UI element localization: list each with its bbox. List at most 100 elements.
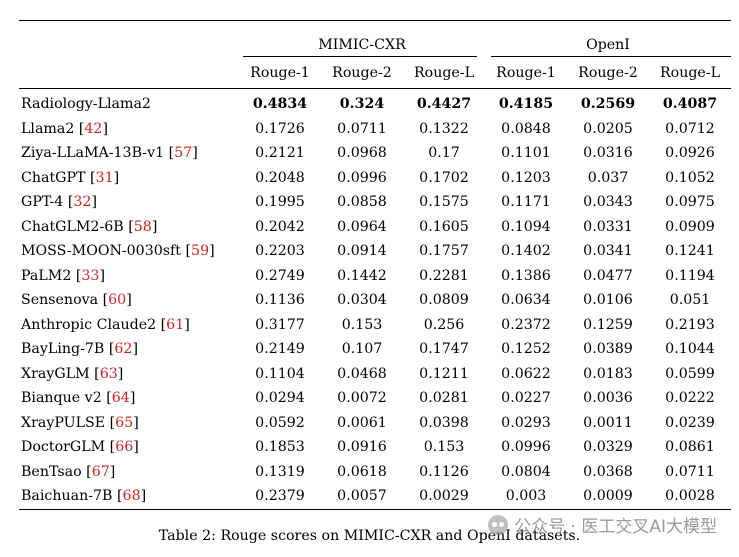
citation-link[interactable]: 65 bbox=[115, 414, 134, 431]
score-cell-mimic-rouge-l: 0.256 bbox=[423, 316, 465, 333]
score-cell-mimic-rouge-1: 0.3177 bbox=[255, 316, 305, 333]
score-cell-openi-rouge-l: 0.0028 bbox=[665, 488, 715, 505]
score-cell-mimic-rouge-1: 0.1319 bbox=[255, 463, 305, 480]
score-cell-openi-rouge-l: 0.051 bbox=[669, 292, 711, 309]
score-cell-mimic-rouge-l: 0.4427 bbox=[416, 96, 472, 113]
model-name: PaLM2 bbox=[21, 267, 72, 284]
citation-link[interactable]: 66 bbox=[115, 439, 134, 456]
score-cell-openi-rouge-1: 0.1094 bbox=[501, 218, 551, 235]
model-name-cell: PaLM2 [33] bbox=[21, 267, 105, 284]
citation-link[interactable]: 58 bbox=[133, 218, 152, 235]
score-cell-mimic-rouge-1: 0.0592 bbox=[255, 414, 305, 431]
score-cell-mimic-rouge-2: 0.0996 bbox=[337, 169, 387, 186]
model-name-cell: Sensenova [60] bbox=[21, 292, 132, 309]
metric-header-openi-rouge-2: Rouge-2 bbox=[578, 64, 638, 81]
score-cell-mimic-rouge-l: 0.153 bbox=[423, 439, 465, 456]
model-name: Bianque v2 bbox=[21, 390, 102, 407]
score-cell-openi-rouge-1: 0.1386 bbox=[501, 267, 551, 284]
model-column-header bbox=[19, 21, 239, 57]
score-cell-mimic-rouge-2: 0.107 bbox=[341, 341, 383, 358]
top-rule bbox=[19, 20, 731, 21]
score-cell-openi-rouge-l: 0.0239 bbox=[665, 414, 715, 431]
score-cell-openi-rouge-1: 0.1101 bbox=[501, 145, 551, 162]
citation-link[interactable]: 31 bbox=[95, 169, 114, 186]
citation-link[interactable]: 60 bbox=[108, 292, 127, 309]
score-cell-mimic-rouge-2: 0.1442 bbox=[337, 267, 387, 284]
table-row: BenTsao [67] 0.1319 0.0618 0.1126 0.0804 0.03… bbox=[19, 460, 731, 485]
score-cell-mimic-rouge-2: 0.0618 bbox=[337, 463, 387, 480]
score-cell-openi-rouge-1: 0.0848 bbox=[501, 120, 551, 137]
table-body: Radiology-Llama2 0.4834 0.324 0.4427 0.4185 0… bbox=[19, 89, 731, 509]
score-cell-openi-rouge-l: 0.0926 bbox=[665, 145, 715, 162]
table-row: MOSS-MOON-0030sft [59] 0.2203 0.0914 0.1757… bbox=[19, 239, 731, 264]
score-cell-mimic-rouge-l: 0.0029 bbox=[419, 488, 469, 505]
score-cell-mimic-rouge-2: 0.0061 bbox=[337, 414, 387, 431]
citation-link[interactable]: 61 bbox=[166, 316, 185, 333]
citation-link[interactable]: 33 bbox=[81, 267, 100, 284]
score-cell-openi-rouge-2: 0.0183 bbox=[583, 365, 633, 382]
model-name: MOSS-MOON-0030sft bbox=[21, 243, 181, 260]
bottom-rule bbox=[19, 508, 731, 510]
score-cell-openi-rouge-l: 0.0222 bbox=[665, 390, 715, 407]
score-cell-openi-rouge-2: 0.0331 bbox=[583, 218, 633, 235]
wechat-icon bbox=[488, 514, 509, 535]
score-cell-openi-rouge-1: 0.0293 bbox=[501, 414, 551, 431]
model-name: ChatGLM2-6B bbox=[21, 218, 124, 235]
score-cell-openi-rouge-l: 0.0711 bbox=[665, 463, 715, 480]
score-cell-mimic-rouge-1: 0.1104 bbox=[255, 365, 305, 382]
score-cell-openi-rouge-2: 0.0341 bbox=[583, 243, 633, 260]
citation-link[interactable]: 67 bbox=[91, 463, 110, 480]
model-name: DoctorGLM bbox=[21, 439, 106, 456]
metric-header-mimic-rouge-l: Rouge-L bbox=[413, 64, 475, 81]
score-cell-mimic-rouge-1: 0.2749 bbox=[255, 267, 305, 284]
score-cell-mimic-rouge-l: 0.1575 bbox=[419, 194, 469, 211]
score-cell-mimic-rouge-1: 0.1726 bbox=[255, 120, 305, 137]
score-cell-mimic-rouge-2: 0.153 bbox=[341, 316, 383, 333]
model-name: Anthropic Claude2 bbox=[21, 316, 157, 333]
model-name-cell: Baichuan-7B [68] bbox=[21, 488, 147, 505]
model-name-cell: XrayGLM [63] bbox=[21, 365, 124, 382]
model-name: BenTsao bbox=[21, 463, 82, 480]
rouge-scores-table: MIMIC-CXR OpenI Rouge-1 Rouge-2 Rouge-L … bbox=[19, 20, 731, 510]
score-cell-mimic-rouge-l: 0.2281 bbox=[419, 267, 469, 284]
score-cell-openi-rouge-2: 0.0343 bbox=[583, 194, 633, 211]
model-name-cell: BenTsao [67] bbox=[21, 463, 116, 480]
score-cell-mimic-rouge-1: 0.2121 bbox=[255, 145, 305, 162]
score-cell-openi-rouge-l: 0.0599 bbox=[665, 365, 715, 382]
score-cell-openi-rouge-1: 0.003 bbox=[505, 488, 547, 505]
score-cell-mimic-rouge-2: 0.0304 bbox=[337, 292, 387, 309]
citation-link[interactable]: 68 bbox=[122, 488, 141, 505]
score-cell-openi-rouge-l: 0.0909 bbox=[665, 218, 715, 235]
score-cell-mimic-rouge-1: 0.4834 bbox=[252, 96, 308, 113]
score-cell-openi-rouge-2: 0.0011 bbox=[583, 414, 633, 431]
model-name: XrayPULSE bbox=[21, 414, 106, 431]
header-rule bbox=[19, 88, 731, 89]
score-cell-openi-rouge-l: 0.0712 bbox=[665, 120, 715, 137]
model-name: Ziya-LLaMA-13B-v1 bbox=[21, 145, 165, 162]
citation-link[interactable]: 62 bbox=[114, 341, 133, 358]
citation-link[interactable]: 63 bbox=[99, 365, 118, 382]
citation-link[interactable]: 59 bbox=[191, 243, 210, 260]
citation-link[interactable]: 32 bbox=[73, 194, 92, 211]
score-cell-mimic-rouge-l: 0.0398 bbox=[419, 414, 469, 431]
score-cell-openi-rouge-2: 0.0477 bbox=[583, 267, 633, 284]
score-cell-openi-rouge-2: 0.0316 bbox=[583, 145, 633, 162]
table-row: XrayPULSE [65] 0.0592 0.0061 0.0398 0.0293 0.… bbox=[19, 411, 731, 436]
score-cell-mimic-rouge-2: 0.0711 bbox=[337, 120, 387, 137]
citation-link[interactable]: 57 bbox=[174, 145, 193, 162]
model-name-cell: Bianque v2 [64] bbox=[21, 390, 136, 407]
score-cell-mimic-rouge-2: 0.0968 bbox=[337, 145, 387, 162]
score-cell-mimic-rouge-l: 0.0809 bbox=[419, 292, 469, 309]
model-name: XrayGLM bbox=[21, 365, 90, 382]
citation-link[interactable]: 42 bbox=[84, 120, 103, 137]
watermark: 公众号 · 医工交叉AI大模型 bbox=[488, 512, 717, 537]
score-cell-openi-rouge-1: 0.0622 bbox=[501, 365, 551, 382]
score-cell-mimic-rouge-1: 0.2379 bbox=[255, 488, 305, 505]
citation-link[interactable]: 64 bbox=[111, 390, 130, 407]
score-cell-openi-rouge-1: 0.1171 bbox=[501, 194, 551, 211]
score-cell-openi-rouge-2: 0.1259 bbox=[583, 316, 633, 333]
table-row: XrayGLM [63] 0.1104 0.0468 0.1211 0.0622 0.01… bbox=[19, 362, 731, 387]
table-row: Llama2 [42] 0.1726 0.0711 0.1322 0.0848 0.020… bbox=[19, 117, 731, 142]
score-cell-openi-rouge-1: 0.1203 bbox=[501, 169, 551, 186]
metric-header-mimic-rouge-2: Rouge-2 bbox=[332, 64, 392, 81]
